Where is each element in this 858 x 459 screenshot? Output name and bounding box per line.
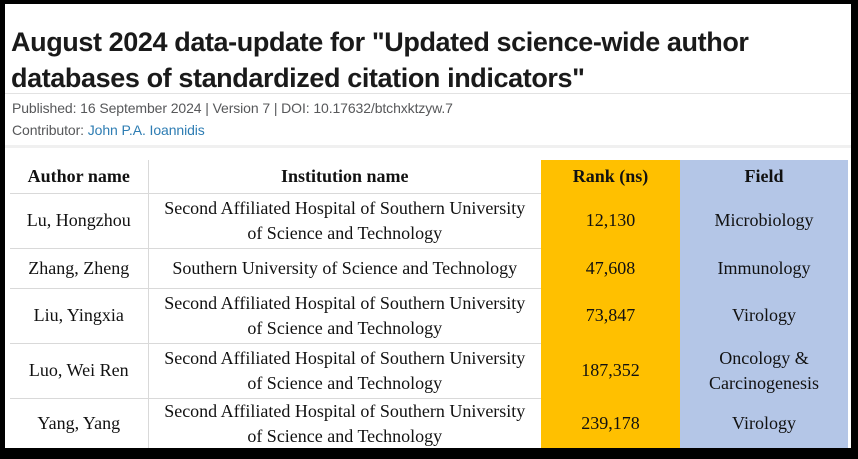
table-row: Luo, Wei Ren Second Affiliated Hospital … [10,343,848,399]
author-name-cell: Liu, Yingxia [10,288,149,344]
institution-cell: Southern University of Science and Techn… [148,248,541,289]
institution-cell: Second Affiliated Hospital of Southern U… [148,288,541,344]
table-header-row: Author name Institution name Rank (ns) F… [10,160,848,194]
author-name-cell: Zhang, Zheng [10,248,149,289]
rank-cell: 47,608 [541,248,680,288]
rank-cell: 187,352 [541,343,680,398]
table-row: Yang, Yang Second Affiliated Hospital of… [10,398,848,448]
header-field: Field [680,160,848,193]
author-name-cell: Luo, Wei Ren [10,343,149,399]
section-divider [5,145,851,148]
header-rank-ns: Rank (ns) [541,160,680,193]
header-institution-name: Institution name [148,160,541,194]
published-meta: Published: 16 September 2024 | Version 7… [12,100,453,116]
rank-cell: 239,178 [541,398,680,448]
table-row: Zhang, Zheng Southern University of Scie… [10,248,848,289]
title-divider [5,93,851,94]
contributor-link[interactable]: John P.A. Ioannidis [87,122,205,138]
field-cell: Virology [680,398,848,448]
institution-cell: Second Affiliated Hospital of Southern U… [148,193,541,249]
institution-cell: Second Affiliated Hospital of Southern U… [164,400,526,446]
field-cell: Microbiology [680,193,848,248]
page-title: August 2024 data-update for "Updated sci… [11,27,749,94]
authors-rank-table: Author name Institution name Rank (ns) F… [10,160,849,448]
institution-cell: Second Affiliated Hospital of Southern U… [148,343,541,399]
field-cell: Oncology & Carcinogenesis [680,343,848,398]
contributor-line: Contributor: John P.A. Ioannidis [12,122,205,138]
rank-cell: 12,130 [541,193,680,248]
field-cell: Virology [680,288,848,343]
rank-cell: 73,847 [541,288,680,343]
field-cell: Immunology [680,248,848,288]
author-name-cell: Lu, Hongzhou [10,193,149,249]
table-row: Lu, Hongzhou Second Affiliated Hospital … [10,193,848,249]
table-row: Liu, Yingxia Second Affiliated Hospital … [10,288,848,344]
header-author-name: Author name [10,160,149,194]
author-name-cell: Yang, Yang [10,398,149,448]
contributor-label: Contributor: [12,122,84,138]
